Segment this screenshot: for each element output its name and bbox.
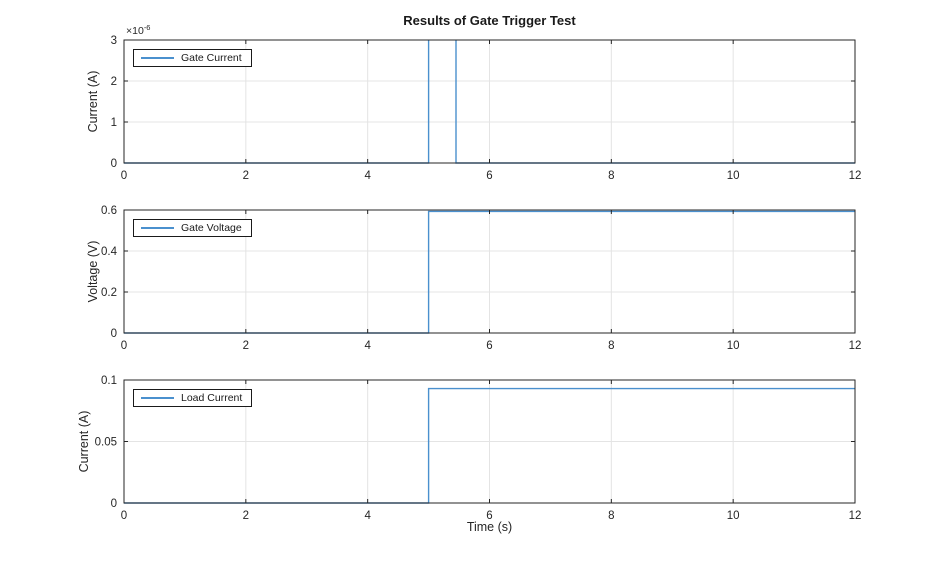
x-tick-label: 6	[486, 170, 492, 182]
legend: Gate Current	[133, 49, 252, 67]
x-tick-label: 6	[486, 340, 492, 352]
x-tick-label: 0	[121, 170, 127, 182]
x-tick-label: 10	[727, 340, 740, 352]
legend-label: Gate Current	[181, 52, 242, 64]
y-tick-label: 3	[111, 35, 117, 47]
x-tick-label: 0	[121, 340, 127, 352]
legend: Load Current	[133, 389, 253, 407]
legend-label: Load Current	[181, 392, 243, 404]
subplot-2: 0 2 4 6 8 10 12 0 0.2 0.4 0.6 Voltage (V)	[86, 205, 861, 352]
subplot-3: 0 2 4 6 8 10 12 0 0.05 0.1 Current (A)	[77, 375, 861, 522]
x-tick-label: 10	[727, 510, 740, 522]
y-tick-label: 0	[111, 498, 117, 510]
x-tick-label: 2	[243, 340, 249, 352]
x-tick-label: 0	[121, 510, 127, 522]
y-tick-label: 0.4	[101, 246, 118, 258]
y-tick-label: 0	[111, 158, 117, 170]
x-tick-label: 10	[727, 170, 740, 182]
y-tick-label: 0.1	[101, 375, 117, 387]
x-tick-label: 8	[608, 170, 614, 182]
y-tick-label: 0.05	[95, 437, 117, 449]
legend-label: Gate Voltage	[181, 222, 242, 234]
x-tick-label: 2	[243, 170, 249, 182]
legend-line-sample	[141, 396, 174, 400]
x-tick-label: 6	[486, 510, 492, 522]
y-axis-label: Voltage (V)	[86, 241, 100, 303]
x-tick-label: 4	[364, 510, 371, 522]
x-tick-label: 12	[849, 170, 862, 182]
legend-line-sample	[141, 56, 174, 60]
legend-line-sample	[141, 226, 174, 230]
y-tick-label: 0	[111, 328, 117, 340]
figure-title: Results of Gate Trigger Test	[403, 13, 576, 28]
y-axis-label: Current (A)	[86, 71, 100, 133]
x-tick-label: 4	[364, 340, 371, 352]
y-tick-label: 0.2	[101, 287, 117, 299]
x-tick-label: 2	[243, 510, 249, 522]
y-axis-exponent: ×10-6	[126, 23, 150, 37]
legend: Gate Voltage	[133, 219, 252, 237]
y-tick-label: 0.6	[101, 205, 117, 217]
x-tick-label: 8	[608, 510, 614, 522]
x-tick-label: 4	[364, 170, 371, 182]
x-tick-label: 8	[608, 340, 614, 352]
y-tick-label: 1	[111, 117, 117, 129]
x-tick-label: 12	[849, 340, 862, 352]
y-axis-label: Current (A)	[77, 411, 91, 473]
x-axis-label: Time (s)	[466, 520, 513, 534]
x-tick-label: 12	[849, 510, 862, 522]
y-tick-label: 2	[111, 76, 117, 88]
